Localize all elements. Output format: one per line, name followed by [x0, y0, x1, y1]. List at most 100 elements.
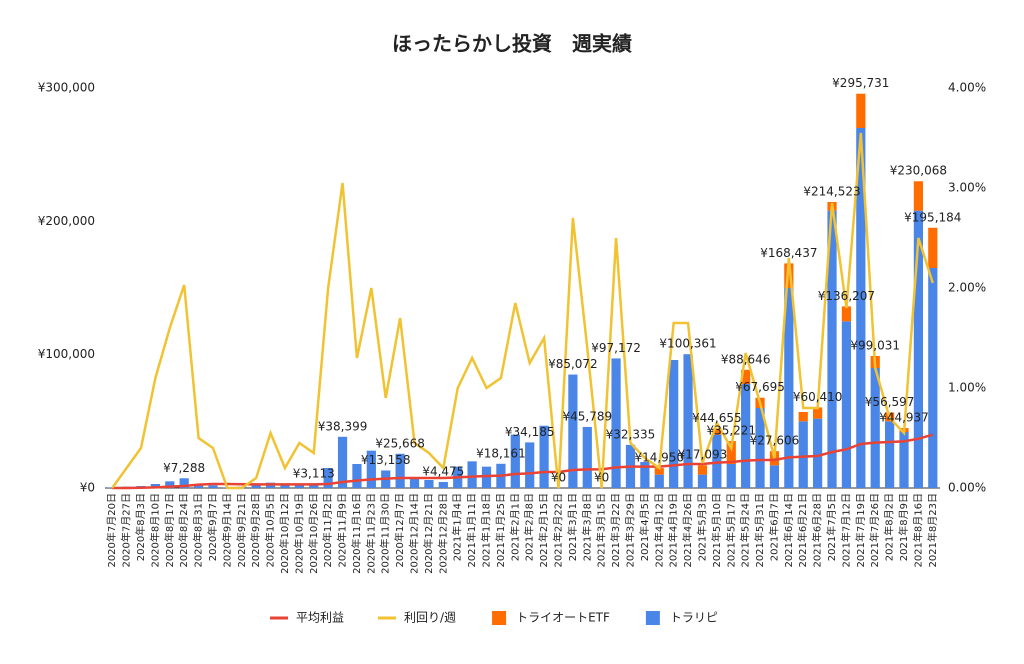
x-tick-label: 2020年12月7日 — [393, 493, 406, 568]
bar — [928, 227, 938, 268]
data-label: ¥44,655 — [692, 411, 742, 425]
x-tick-label: 2021年3月22日 — [609, 493, 622, 568]
x-tick-label: 2020年10月26日 — [307, 493, 320, 574]
bar — [438, 482, 448, 488]
bar — [280, 485, 290, 488]
bar — [813, 407, 823, 419]
bar — [813, 418, 823, 488]
x-tick-label: 2020年11月2日 — [321, 493, 334, 568]
bar — [251, 485, 261, 488]
x-tick-label: 2021年8月9日 — [897, 493, 910, 561]
x-tick-label: 2020年8月31日 — [192, 493, 205, 568]
x-tick-label: 2021年4月12日 — [652, 493, 665, 568]
data-label: ¥168,437 — [760, 246, 817, 260]
y-tick-label: ¥100,000 — [38, 347, 95, 361]
chart-title: ほったらかし投資 週実績 — [392, 32, 632, 56]
bar — [352, 464, 362, 488]
data-label: ¥214,523 — [803, 184, 860, 198]
legend-swatch — [492, 611, 507, 625]
bar — [654, 468, 664, 475]
x-tick-label: 2020年11月23日 — [364, 493, 377, 574]
bar — [856, 128, 866, 488]
bar — [712, 434, 722, 488]
data-label: ¥195,184 — [904, 210, 961, 224]
legend-swatch — [645, 611, 660, 625]
data-label: ¥14,950 — [634, 451, 684, 465]
x-tick-label: 2020年9月28日 — [249, 493, 262, 568]
legend-label: トラリピ — [670, 611, 718, 625]
x-tick-label: 2021年4月5日 — [638, 493, 651, 561]
x-tick-label: 2020年10月12日 — [278, 493, 291, 574]
data-label: ¥0 — [551, 471, 566, 485]
x-tick-label: 2021年8月16日 — [911, 493, 924, 568]
x-tick-label: 2020年12月14日 — [408, 493, 421, 574]
x-tick-label: 2020年7月20日 — [105, 493, 118, 568]
bar — [294, 484, 304, 488]
x-tick-label: 2021年6月7日 — [767, 493, 780, 561]
data-label: ¥3,113 — [293, 466, 335, 480]
bar — [409, 477, 420, 488]
bar — [899, 432, 909, 488]
x-tick-label: 2021年2月22日 — [551, 493, 564, 568]
x-tick-label: 2021年3月8日 — [580, 493, 593, 561]
x-tick-label: 2021年6月28日 — [811, 493, 824, 568]
data-label: ¥56,597 — [865, 395, 915, 409]
x-tick-label: 2021年1月4日 — [451, 493, 464, 561]
data-label: ¥32,335 — [606, 427, 656, 441]
bar — [208, 485, 218, 488]
bar — [525, 442, 535, 488]
y-tick-label: ¥0 — [80, 481, 95, 495]
x-tick-label: 2021年6月21日 — [796, 493, 809, 568]
x-tick-label: 2021年8月23日 — [926, 493, 939, 568]
bar — [885, 421, 895, 488]
x-tick-label: 2020年12月28日 — [436, 493, 449, 574]
bar — [697, 465, 708, 475]
x-tick-label: 2021年2月1日 — [508, 493, 521, 561]
x-tick-label: 2021年5月10日 — [710, 493, 723, 568]
data-label: ¥230,068 — [890, 164, 947, 178]
bar — [870, 368, 880, 488]
x-tick-label: 2020年12月21日 — [422, 493, 435, 574]
x-tick-label: 2020年7月27日 — [120, 493, 133, 568]
x-tick-label: 2021年4月26日 — [681, 493, 694, 568]
bar — [640, 462, 650, 488]
bar — [856, 93, 866, 128]
y-tick-label: ¥200,000 — [38, 214, 95, 228]
line — [111, 132, 934, 490]
y2-tick-label: 0.00% — [948, 481, 986, 495]
data-label: ¥34,185 — [505, 425, 555, 439]
x-tick-label: 2020年10月5日 — [264, 493, 277, 568]
bar — [395, 453, 405, 488]
bar — [165, 481, 175, 488]
x-tick-label: 2021年8月2日 — [883, 493, 896, 561]
bar — [827, 210, 837, 488]
bar — [913, 210, 924, 488]
bar — [769, 451, 780, 466]
legend-label: トライオートETF — [516, 611, 610, 625]
x-tick-label: 2021年7月12日 — [839, 493, 852, 568]
bar — [654, 474, 664, 488]
x-tick-label: 2021年4月19日 — [667, 493, 680, 568]
bar — [755, 408, 765, 488]
bar — [193, 484, 204, 488]
data-label: ¥99,031 — [850, 338, 900, 352]
x-tick-label: 2021年1月11日 — [465, 493, 478, 568]
data-label: ¥17,093 — [678, 448, 728, 462]
legend-label: 利回り/週 — [404, 611, 456, 625]
x-tick-label: 2021年5月3日 — [695, 493, 708, 561]
x-tick-label: 2021年1月25日 — [494, 493, 507, 568]
y2-tick-label: 4.00% — [948, 81, 986, 95]
y2-tick-label: 2.00% — [948, 281, 986, 295]
bar — [337, 436, 348, 488]
bar — [726, 441, 736, 464]
bar — [582, 426, 592, 488]
bar — [798, 421, 808, 488]
x-tick-label: 2021年6月14日 — [782, 493, 795, 568]
legend-label: 平均利益 — [296, 611, 344, 625]
x-tick-label: 2021年1月18日 — [480, 493, 493, 568]
data-label: ¥7,288 — [163, 461, 205, 475]
data-label: ¥38,399 — [318, 419, 368, 433]
bar — [568, 374, 578, 488]
bar — [784, 263, 794, 288]
x-tick-label: 2021年3月29日 — [623, 493, 636, 568]
